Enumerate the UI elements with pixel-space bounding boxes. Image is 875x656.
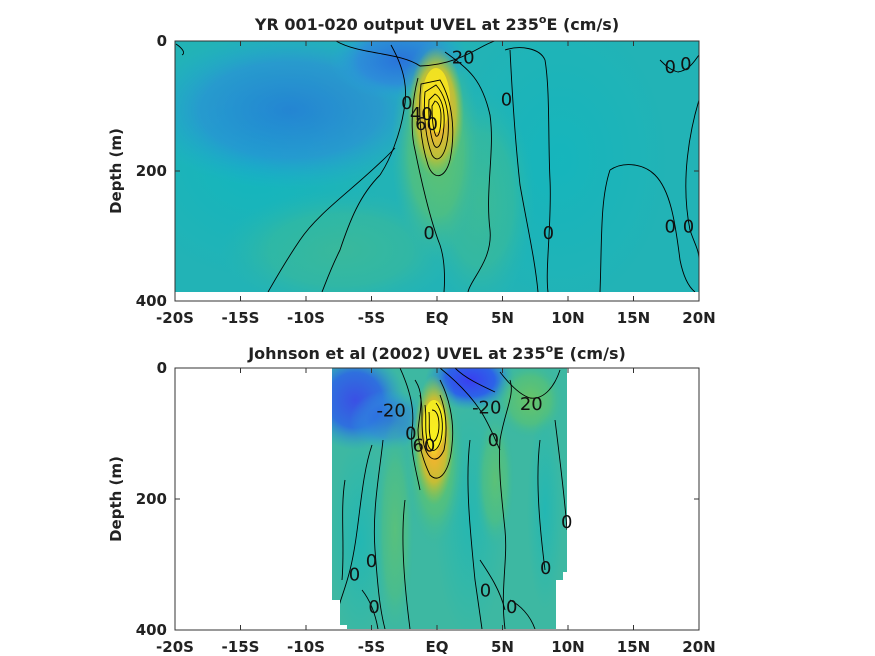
- x-tick-label: 15N: [617, 309, 650, 327]
- x-tick-label: 20N: [682, 638, 715, 656]
- contour-label: 0: [480, 581, 491, 602]
- contour-label: 0: [683, 216, 694, 237]
- panel-1-title: YR 001-020 output UVEL at 235oE (cm/s): [254, 13, 619, 34]
- y-tick-label: 200: [136, 162, 167, 180]
- x-tick-label: -5S: [358, 309, 385, 327]
- x-tick-label: 5N: [491, 638, 514, 656]
- contour-label: 0: [543, 223, 554, 244]
- x-tick-label: 20N: [682, 309, 715, 327]
- contour-label: 0: [561, 512, 572, 533]
- x-tick-label: EQ: [426, 309, 449, 327]
- x-tick-label: -20S: [156, 638, 194, 656]
- panel-model: YR 001-020 output UVEL at 235oE (cm/s): [107, 13, 716, 327]
- contour-label: 0: [368, 597, 379, 618]
- contour-label: 0: [349, 564, 360, 585]
- x-tick-label: EQ: [426, 638, 449, 656]
- y-tick-label: 0: [157, 32, 167, 50]
- y-tick-label: 400: [136, 292, 167, 310]
- contour-label: 0: [540, 558, 551, 579]
- y-tick-label: 0: [157, 359, 167, 377]
- x-tick-label: 10N: [551, 309, 584, 327]
- y-tick-label: 200: [136, 490, 167, 508]
- contour-label: 0: [488, 430, 499, 451]
- contour-label: 0: [506, 597, 517, 618]
- contour-label: 0: [405, 424, 416, 445]
- panel-1-contours: [175, 41, 699, 292]
- panel-2-ylabel: Depth (m): [107, 456, 125, 542]
- contour-label: 40: [410, 104, 433, 125]
- contour-label: 0: [366, 551, 377, 572]
- x-tick-label: -10S: [287, 638, 325, 656]
- contour-label: 0: [423, 223, 434, 244]
- x-tick-label: -10S: [287, 309, 325, 327]
- contour-label: 60: [415, 114, 438, 135]
- contour-label: 0: [680, 54, 691, 75]
- contour-label: 0: [664, 57, 675, 78]
- contour-label: 60: [412, 435, 435, 456]
- contour-label: 0: [501, 90, 512, 111]
- contour-label: -20: [376, 401, 405, 422]
- x-tick-label: -5S: [358, 638, 385, 656]
- panel-observed: Johnson et al (2002) UVEL at 235oE (cm/s…: [107, 342, 716, 656]
- panel-1-ylabel: Depth (m): [107, 128, 125, 214]
- x-tick-label: 10N: [551, 638, 584, 656]
- panel-1-field: [175, 41, 699, 292]
- contour-label: 20: [452, 47, 475, 68]
- contour-label: 0: [664, 216, 675, 237]
- contour-label: -20: [472, 397, 501, 418]
- x-tick-label: -20S: [156, 309, 194, 327]
- x-tick-label: -15S: [222, 309, 260, 327]
- y-tick-label: 400: [136, 621, 167, 639]
- contour-label: 20: [520, 394, 543, 415]
- x-tick-label: -15S: [222, 638, 260, 656]
- x-tick-label: 15N: [617, 638, 650, 656]
- panel-2-contours: [337, 368, 567, 629]
- x-tick-label: 5N: [491, 309, 514, 327]
- panel-2-title: Johnson et al (2002) UVEL at 235oE (cm/s…: [247, 342, 626, 363]
- contour-label: 0: [401, 93, 412, 114]
